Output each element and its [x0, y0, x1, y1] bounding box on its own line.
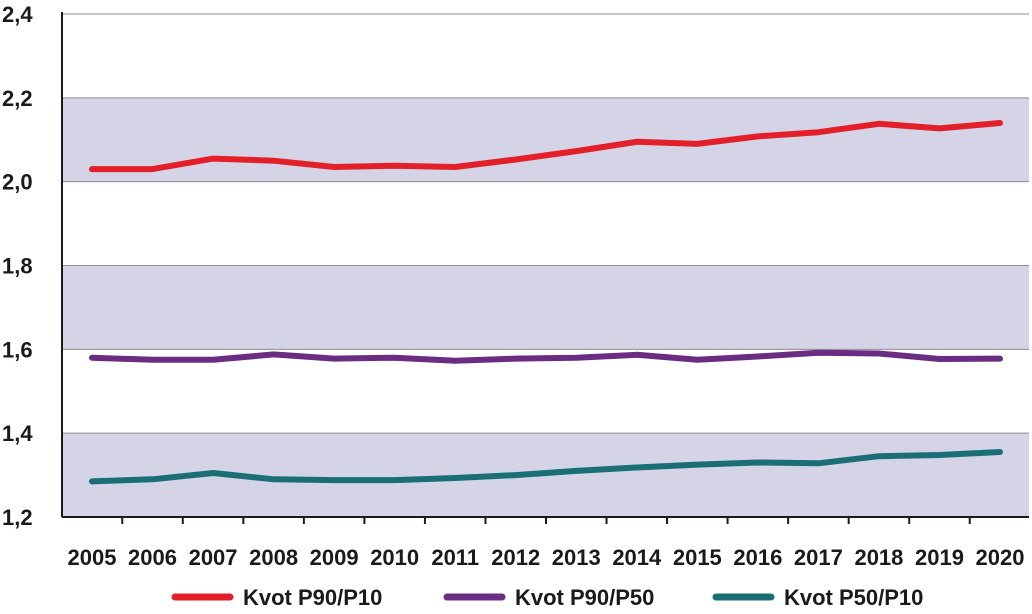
x-tick-label: 2016: [733, 545, 782, 570]
x-tick-label: 2019: [915, 545, 964, 570]
y-tick-label: 2,0: [2, 170, 33, 195]
x-tick-label: 2013: [552, 545, 601, 570]
y-tick-label: 2,2: [2, 86, 33, 111]
series-line-1: [89, 120, 1003, 173]
x-tick-label: 2015: [673, 545, 722, 570]
x-tick-label: 2006: [128, 545, 177, 570]
band-1: [62, 265, 1029, 350]
legend-label: Kvot P50/P10: [784, 585, 923, 610]
x-tick-label: 2020: [976, 545, 1025, 570]
y-tick-label: 2,4: [2, 2, 33, 27]
y-tick-label: 1,2: [2, 505, 33, 530]
x-tick-label: 2018: [854, 545, 903, 570]
x-axis-ticks: 2005 2006 2007 2008 2009 2010 2011 2012 2013 2014…: [68, 517, 1025, 570]
series-line-2: [89, 349, 1003, 364]
x-tick-label: 2010: [370, 545, 419, 570]
x-tick-label: 2007: [189, 545, 238, 570]
y-tick-label: 1,4: [2, 421, 33, 446]
legend-label: Kvot P90/P10: [243, 585, 382, 610]
x-tick-label: 2014: [612, 545, 662, 570]
legend: Kvot P90/P10 Kvot P90/P50 Kvot P50/P10: [171, 585, 923, 610]
background-bands: [62, 97, 1029, 517]
legend-label: Kvot P90/P50: [515, 585, 654, 610]
x-tick-label: 2005: [68, 545, 117, 570]
band-2: [62, 97, 1029, 182]
series-line-3: [89, 449, 1003, 485]
x-tick-label: 2011: [431, 545, 479, 570]
x-tick-label: 2008: [249, 545, 298, 570]
x-tick-label: 2012: [491, 545, 540, 570]
gridlines: [62, 13, 1029, 434]
y-tick-label: 1,8: [2, 254, 33, 279]
x-tick-label: 2009: [310, 545, 359, 570]
y-axis-ticks: 1,2 1,4 1,6 1,8 2,0 2,2 2,4: [2, 2, 33, 530]
x-tick-label: 2017: [794, 545, 843, 570]
y-tick-label: 1,6: [2, 337, 33, 362]
series-lines: [89, 120, 1003, 485]
